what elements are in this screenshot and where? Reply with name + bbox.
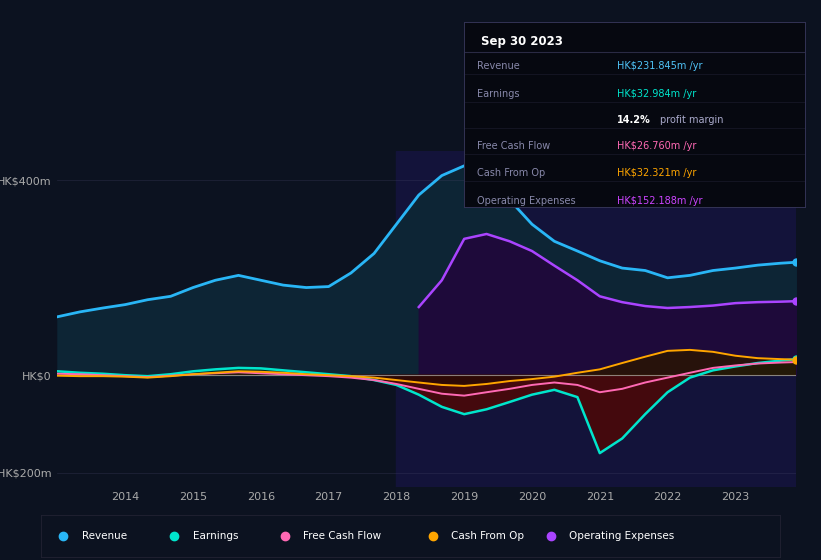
Text: Earnings: Earnings [192, 531, 238, 541]
Text: Cash From Op: Cash From Op [478, 169, 546, 179]
Text: HK$32.321m /yr: HK$32.321m /yr [617, 169, 696, 179]
Text: profit margin: profit margin [660, 115, 723, 125]
Bar [397, 151, 800, 487]
Text: Cash From Op: Cash From Op [452, 531, 524, 541]
Text: HK$26.760m /yr: HK$26.760m /yr [617, 141, 696, 151]
Text: Revenue: Revenue [82, 531, 126, 541]
Text: 14.2%: 14.2% [617, 115, 651, 125]
Text: Earnings: Earnings [478, 89, 520, 99]
Text: HK$231.845m /yr: HK$231.845m /yr [617, 61, 703, 71]
Text: Free Cash Flow: Free Cash Flow [478, 141, 551, 151]
Text: Sep 30 2023: Sep 30 2023 [481, 35, 562, 48]
Text: Operating Expenses: Operating Expenses [570, 531, 675, 541]
Text: Free Cash Flow: Free Cash Flow [304, 531, 382, 541]
Text: HK$32.984m /yr: HK$32.984m /yr [617, 89, 696, 99]
Text: Operating Expenses: Operating Expenses [478, 196, 576, 206]
Text: HK$152.188m /yr: HK$152.188m /yr [617, 196, 703, 206]
Text: Revenue: Revenue [478, 61, 521, 71]
